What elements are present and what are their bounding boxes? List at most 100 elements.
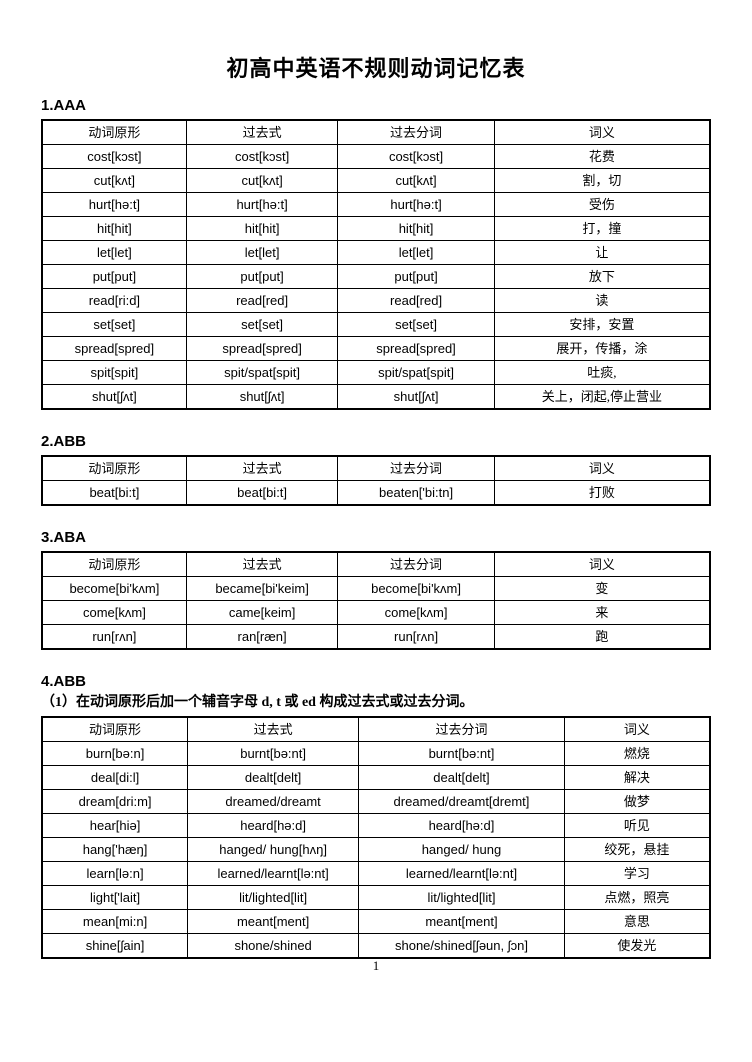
col-header-past-participle: 过去分词 — [337, 551, 495, 577]
verb-meaning: 做梦 — [563, 789, 711, 814]
verb-past: shut[ʃʌt] — [185, 384, 339, 410]
verb-past: dealt[delt] — [187, 765, 360, 790]
verb-meaning: 学习 — [563, 861, 711, 886]
verb-participle: meant[ment] — [358, 909, 565, 934]
verb-past: read[red] — [185, 288, 339, 313]
verb-base: shine[ʃain] — [41, 933, 189, 959]
table-row: put[put] put[put] put[put] 放下 — [41, 264, 711, 289]
page-number: 1 — [372, 958, 380, 973]
table-row: dream[dri:m] dreamed/dreamt dreamed/drea… — [41, 789, 711, 814]
col-header-base-form: 动词原形 — [41, 551, 187, 577]
verb-base: let[let] — [41, 240, 187, 265]
verb-past: beat[bi:t] — [185, 480, 339, 506]
verb-past: let[let] — [185, 240, 339, 265]
col-header-base-form: 动词原形 — [41, 455, 187, 481]
verb-base: run[rʌn] — [41, 624, 187, 650]
verb-meaning: 点燃，照亮 — [563, 885, 711, 910]
verb-base: hit[hit] — [41, 216, 187, 241]
verb-participle: read[red] — [337, 288, 495, 313]
verb-participle: let[let] — [337, 240, 495, 265]
verb-meaning: 变 — [493, 576, 711, 601]
verb-participle: run[rʌn] — [337, 624, 495, 650]
verb-base: become[bi'kʌm] — [41, 576, 187, 601]
table-row: spread[spred] spread[spred] spread[spred… — [41, 336, 711, 361]
verb-past: came[keim] — [185, 600, 339, 625]
table-row: light['lait] lit/lighted[lit] lit/lighte… — [41, 885, 711, 910]
table-row: learn[lə:n] learned/learnt[lə:nt] learne… — [41, 861, 711, 886]
verb-participle: hurt[hə:t] — [337, 192, 495, 217]
verb-participle: cost[kɔst] — [337, 144, 495, 169]
verb-past: meant[ment] — [187, 909, 360, 934]
document-content: 初高中英语不规则动词记忆表 1.AAA 动词原形 过去式 过去分词 词义 cos… — [41, 56, 711, 959]
verb-past: lit/lighted[lit] — [187, 885, 360, 910]
verb-base: hurt[hə:t] — [41, 192, 187, 217]
verb-past: heard[hə:d] — [187, 813, 360, 838]
verb-base: spit[spit] — [41, 360, 187, 385]
header-row: 动词原形 过去式 过去分词 词义 — [41, 716, 711, 742]
verb-meaning: 关上，闭起,停止营业 — [493, 384, 711, 410]
verb-meaning: 花费 — [493, 144, 711, 169]
verb-base: shut[ʃʌt] — [41, 384, 187, 410]
verb-past: hurt[hə:t] — [185, 192, 339, 217]
verb-participle: shut[ʃʌt] — [337, 384, 495, 410]
verb-base: hear[hiə] — [41, 813, 189, 838]
verb-base: mean[mi:n] — [41, 909, 189, 934]
verb-base: deal[di:l] — [41, 765, 189, 790]
verb-meaning: 解决 — [563, 765, 711, 790]
verb-base: light['lait] — [41, 885, 189, 910]
col-header-past-participle: 过去分词 — [337, 455, 495, 481]
verb-past: hanged/ hung[hʌŋ] — [187, 837, 360, 862]
verb-meaning: 绞死，悬挂 — [563, 837, 711, 862]
verb-participle: learned/learnt[lə:nt] — [358, 861, 565, 886]
verb-participle: dealt[delt] — [358, 765, 565, 790]
verb-participle: dreamed/dreamt[dremt] — [358, 789, 565, 814]
verb-meaning: 打败 — [493, 480, 711, 506]
table-row: hang['hæŋ] hanged/ hung[hʌŋ] hanged/ hun… — [41, 837, 711, 862]
verb-participle: spit/spat[spit] — [337, 360, 495, 385]
verb-base: cut[kʌt] — [41, 168, 187, 193]
page-title: 初高中英语不规则动词记忆表 — [226, 56, 526, 81]
verb-base: learn[lə:n] — [41, 861, 189, 886]
col-header-base-form: 动词原形 — [41, 119, 187, 145]
verb-meaning: 受伤 — [493, 192, 711, 217]
col-header-past-tense: 过去式 — [185, 455, 339, 481]
table-row: hit[hit] hit[hit] hit[hit] 打，撞 — [41, 216, 711, 241]
verb-participle: put[put] — [337, 264, 495, 289]
col-header-past-tense: 过去式 — [185, 551, 339, 577]
verb-participle: come[kʌm] — [337, 600, 495, 625]
verb-participle: hanged/ hung — [358, 837, 565, 862]
verb-past: learned/learnt[lə:nt] — [187, 861, 360, 886]
verb-past: became[bi'keim] — [185, 576, 339, 601]
col-header-meaning: 词义 — [493, 455, 711, 481]
verb-participle: set[set] — [337, 312, 495, 337]
col-header-meaning: 词义 — [493, 551, 711, 577]
verb-past: hit[hit] — [185, 216, 339, 241]
verb-meaning: 打，撞 — [493, 216, 711, 241]
table-row: burn[bə:n] burnt[bə:nt] burnt[bə:nt] 燃烧 — [41, 741, 711, 766]
col-header-past-participle: 过去分词 — [337, 119, 495, 145]
table-row: hurt[hə:t] hurt[hə:t] hurt[hə:t] 受伤 — [41, 192, 711, 217]
verb-meaning: 跑 — [493, 624, 711, 650]
table-row: shut[ʃʌt] shut[ʃʌt] shut[ʃʌt] 关上，闭起,停止营业 — [41, 384, 711, 410]
table-row: read[ri:d] read[red] read[red] 读 — [41, 288, 711, 313]
verb-table-abb: 动词原形 过去式 过去分词 词义 beat[bi:t] beat[bi:t] b… — [41, 455, 711, 506]
section-heading-abb: 2.ABB — [41, 433, 87, 450]
verb-past: spit/spat[spit] — [185, 360, 339, 385]
table-row: become[bi'kʌm] became[bi'keim] become[bi… — [41, 576, 711, 601]
verb-base: hang['hæŋ] — [41, 837, 189, 862]
section-heading-aaa: 1.AAA — [41, 97, 87, 114]
verb-participle: become[bi'kʌm] — [337, 576, 495, 601]
verb-base: cost[kɔst] — [41, 144, 187, 169]
verb-base: come[kʌm] — [41, 600, 187, 625]
verb-participle: shone/shined[ʃəun, ʃɔn] — [358, 933, 565, 959]
verb-past: spread[spred] — [185, 336, 339, 361]
header-row: 动词原形 过去式 过去分词 词义 — [41, 119, 711, 145]
verb-base: set[set] — [41, 312, 187, 337]
verb-meaning: 来 — [493, 600, 711, 625]
verb-past: shone/shined — [187, 933, 360, 959]
table-row: hear[hiə] heard[hə:d] heard[hə:d] 听见 — [41, 813, 711, 838]
verb-base: put[put] — [41, 264, 187, 289]
verb-past: cut[kʌt] — [185, 168, 339, 193]
verb-meaning: 使发光 — [563, 933, 711, 959]
verb-past: cost[kɔst] — [185, 144, 339, 169]
